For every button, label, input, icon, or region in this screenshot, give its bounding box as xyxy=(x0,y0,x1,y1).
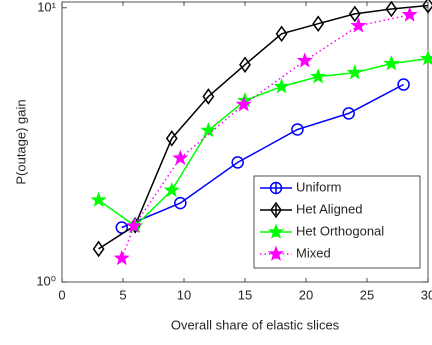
marker xyxy=(165,130,178,147)
marker xyxy=(383,55,400,71)
marker xyxy=(269,181,283,195)
series-line xyxy=(98,57,429,227)
marker xyxy=(342,107,355,120)
marker xyxy=(92,240,105,258)
marker xyxy=(235,96,252,112)
x-tick-label: 30 xyxy=(421,287,432,302)
legend-label: Mixed xyxy=(296,245,331,260)
marker xyxy=(202,88,215,105)
x-tick-label: 25 xyxy=(360,287,374,302)
marker xyxy=(273,78,290,94)
marker xyxy=(267,223,285,239)
legend-label: Het Orthogonal xyxy=(296,223,384,238)
series-line xyxy=(121,83,404,229)
marker xyxy=(350,17,367,33)
marker xyxy=(346,64,363,80)
marker xyxy=(275,25,288,43)
marker xyxy=(231,156,244,169)
series xyxy=(115,78,410,234)
marker xyxy=(401,6,418,22)
marker xyxy=(239,56,251,74)
x-tick-label: 20 xyxy=(299,287,313,302)
x-tick-label: 0 xyxy=(58,287,65,302)
marker xyxy=(422,0,432,14)
marker xyxy=(174,196,187,210)
y-tick-label: 10¹ xyxy=(37,0,56,14)
marker xyxy=(125,217,142,233)
marker xyxy=(291,123,304,136)
marker xyxy=(113,249,130,266)
x-tick-label: 15 xyxy=(238,287,252,302)
marker xyxy=(90,191,107,207)
marker xyxy=(310,68,327,84)
marker xyxy=(267,245,285,261)
x-tick-label: 10 xyxy=(177,287,191,302)
legend: Uniform Het Aligned Het Orthogonal Mixed xyxy=(253,175,421,269)
legend-label: Uniform xyxy=(296,179,342,194)
x-axis-label: Overall share of elastic slices xyxy=(171,317,340,332)
series-line xyxy=(98,4,429,250)
marker xyxy=(163,181,180,198)
y-axis-label: P(outage) gain xyxy=(13,99,28,184)
marker xyxy=(312,15,325,33)
marker xyxy=(397,78,410,91)
marker xyxy=(115,221,129,234)
series xyxy=(113,6,418,266)
y-tick-label: 10⁰ xyxy=(36,273,56,288)
marker xyxy=(385,0,398,18)
marker xyxy=(419,50,432,66)
marker xyxy=(270,201,282,219)
marker xyxy=(296,52,313,68)
legend-label: Het Aligned xyxy=(296,201,363,216)
marker xyxy=(172,149,189,165)
marker xyxy=(348,5,361,23)
x-tick-label: 5 xyxy=(119,287,126,302)
